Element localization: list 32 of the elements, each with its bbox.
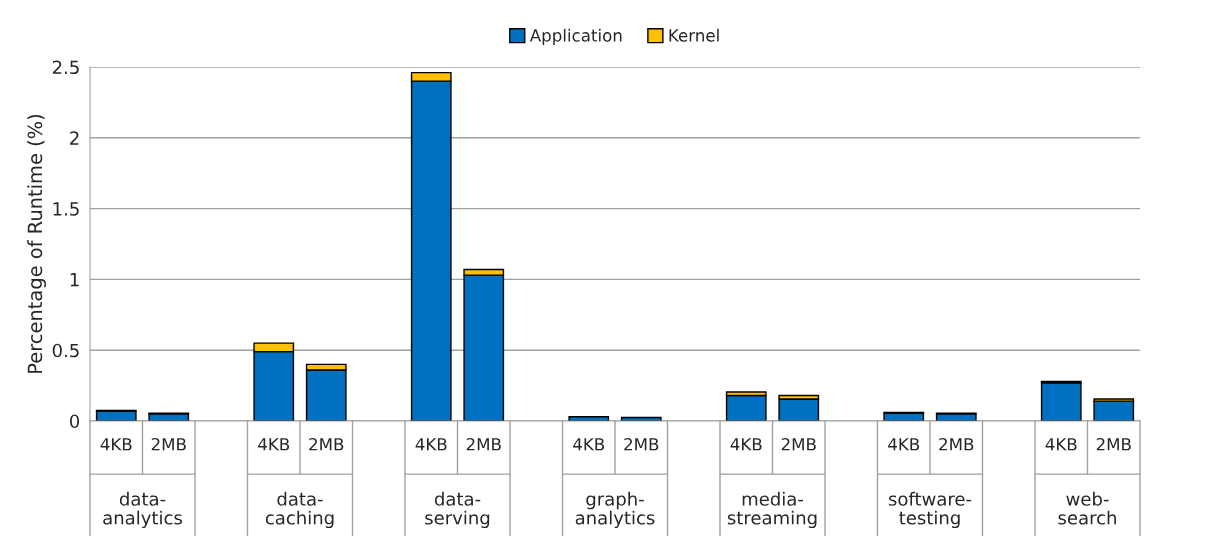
x-tick-label: 2MB — [309, 437, 344, 451]
x-tick-label: 4KB — [730, 438, 762, 451]
x-tick-label: 4KB — [415, 438, 447, 451]
x-tick-label: 2MB — [466, 437, 501, 451]
legend-label: Application — [529, 28, 622, 45]
y-tick-label: 1.5 — [53, 202, 79, 216]
text: data- serving — [425, 491, 490, 529]
y-tick-label: 0.5 — [52, 343, 79, 358]
y-tick-label: 0 — [69, 414, 80, 429]
x-tick-label: 2MB — [151, 437, 186, 451]
x-tick-label: 2MB — [939, 437, 974, 451]
text: graph- analytics — [575, 491, 655, 529]
bar — [725, 394, 767, 421]
y-tick-label: 1 — [70, 273, 79, 287]
y-tick-label: 2.5 — [52, 60, 79, 75]
text: media- streaming — [727, 491, 817, 529]
text: web- search — [1058, 491, 1116, 525]
bar — [1040, 382, 1082, 421]
text: data- caching — [265, 491, 334, 529]
legend-label: Kernel — [669, 28, 719, 42]
y-tick-label: 2 — [70, 131, 79, 145]
x-tick-label: 2MB — [624, 437, 659, 451]
text: software- testing — [888, 491, 972, 529]
x-tick-label: 2MB — [781, 437, 816, 451]
x-tick-label: 4KB — [258, 438, 290, 451]
x-tick-label: 4KB — [100, 438, 132, 451]
x-tick-label: 4KB — [573, 438, 605, 451]
x-tick-label: 2MB — [1096, 437, 1131, 451]
x-tick-label: 4KB — [888, 438, 920, 451]
text: data- analytics — [103, 491, 182, 529]
x-tick-label: 4KB — [1045, 438, 1077, 451]
y-axis-title: Percentage of Runtime (%) — [27, 114, 47, 373]
